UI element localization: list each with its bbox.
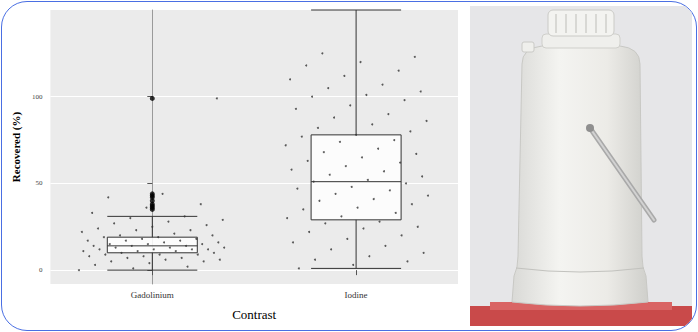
svg-text:100: 100 bbox=[32, 93, 43, 101]
svg-text:Iodine: Iodine bbox=[345, 290, 368, 300]
svg-text:Gadolinium: Gadolinium bbox=[131, 290, 174, 300]
svg-text:50: 50 bbox=[35, 179, 43, 187]
svg-text:Contrast: Contrast bbox=[232, 307, 276, 322]
svg-text:Recovered (%): Recovered (%) bbox=[10, 111, 23, 182]
svg-text:0: 0 bbox=[39, 266, 43, 274]
